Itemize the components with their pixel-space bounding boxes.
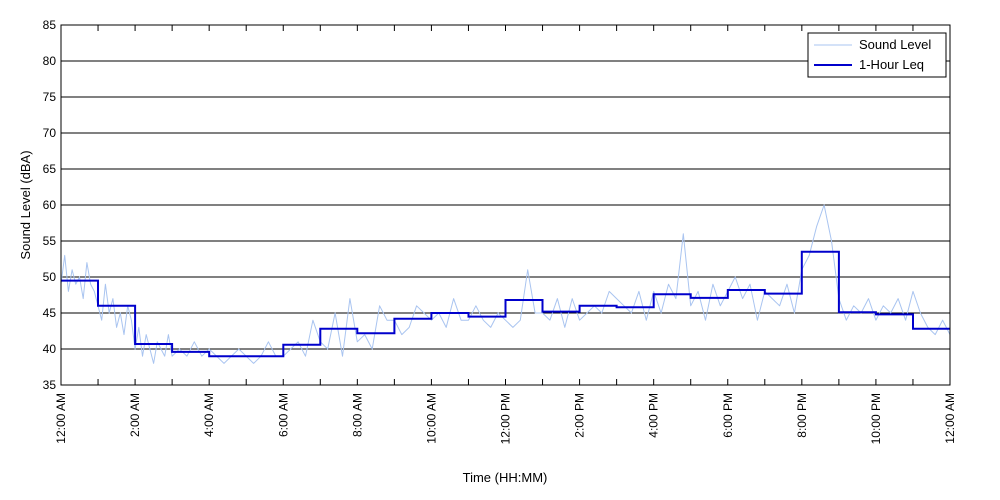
x-tick-label: 6:00 PM bbox=[721, 393, 735, 438]
leq-series bbox=[61, 250, 950, 358]
y-tick-label: 80 bbox=[43, 54, 57, 68]
x-tick-label: 12:00 AM bbox=[54, 393, 68, 444]
x-tick-label: 12:00 PM bbox=[499, 393, 513, 444]
y-tick-label: 55 bbox=[43, 234, 57, 248]
x-tick-label: 10:00 AM bbox=[424, 393, 438, 444]
y-tick-label: 85 bbox=[43, 18, 57, 32]
y-tick-labels: 35 40 45 50 55 60 65 70 75 80 85 bbox=[43, 18, 57, 392]
y-tick-label: 50 bbox=[43, 270, 57, 284]
y-tick-label: 45 bbox=[43, 306, 57, 320]
x-axis-title: Time (HH:MM) bbox=[463, 470, 548, 485]
legend-box bbox=[807, 32, 947, 78]
x-tick-label: 4:00 PM bbox=[647, 393, 661, 438]
x-tick-label: 10:00 PM bbox=[869, 393, 883, 444]
axis-ticks bbox=[60, 25, 951, 385]
x-tick-label: 2:00 AM bbox=[128, 393, 142, 437]
x-tick-labels: 12:00 AM 2:00 AM 4:00 AM 6:00 AM 8:00 AM 10:0… bbox=[54, 393, 957, 444]
y-tick-label: 60 bbox=[43, 198, 57, 212]
grid-lines bbox=[61, 60, 950, 350]
x-tick-label: 12:00 AM bbox=[943, 393, 957, 444]
x-tick-label: 2:00 PM bbox=[573, 393, 587, 438]
x-tick-label: 6:00 AM bbox=[276, 393, 290, 437]
legend-label-sound-level: Sound Level bbox=[859, 37, 931, 52]
y-tick-label: 75 bbox=[43, 90, 57, 104]
x-tick-label: 8:00 PM bbox=[795, 393, 809, 438]
x-tick-label: 4:00 AM bbox=[202, 393, 216, 437]
legend-label-1-hour-leq: 1-Hour Leq bbox=[859, 57, 924, 72]
leq-step-line bbox=[61, 250, 950, 358]
y-tick-label: 70 bbox=[43, 126, 57, 140]
legend: Sound Level 1-Hour Leq bbox=[807, 32, 947, 78]
y-tick-label: 65 bbox=[43, 162, 57, 176]
y-tick-label: 35 bbox=[43, 378, 57, 392]
y-axis-title: Sound Level (dBA) bbox=[18, 150, 33, 259]
x-tick-label: 8:00 AM bbox=[350, 393, 364, 437]
y-tick-label: 40 bbox=[43, 342, 57, 356]
